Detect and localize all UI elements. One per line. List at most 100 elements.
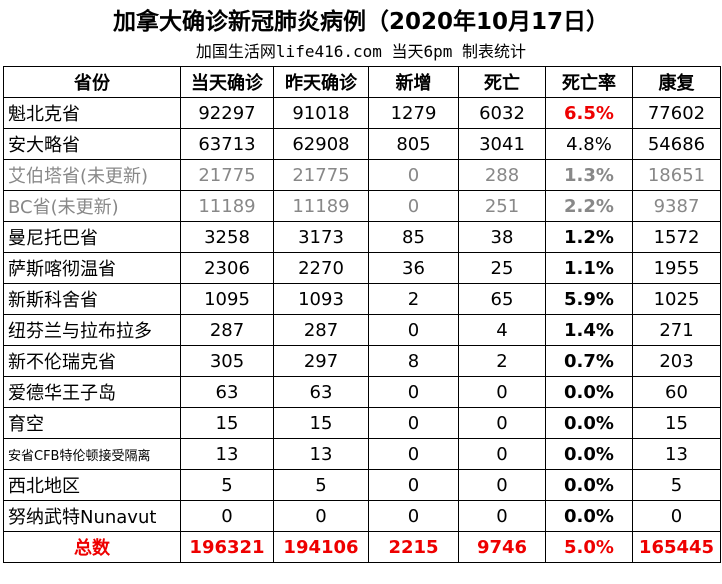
column-header: 康复 (632, 66, 721, 98)
value-cell: 65 (458, 283, 546, 315)
value-cell: 25 (458, 252, 546, 284)
value-cell: 203 (632, 345, 721, 377)
value-cell: 1279 (368, 97, 459, 129)
value-cell: 3041 (458, 128, 546, 160)
value-cell: 13 (180, 438, 274, 470)
value-cell: 54686 (632, 128, 721, 160)
value-cell: 0.0% (545, 407, 633, 439)
value-cell: 0.0% (545, 469, 633, 501)
value-cell: 0 (273, 500, 369, 532)
value-cell: 0.0% (545, 438, 633, 470)
value-cell: 1095 (180, 283, 274, 315)
table-row: 新斯科舍省 1095 1093 2 65 5.9% 1025 (3, 283, 721, 315)
value-cell: 0 (632, 500, 721, 532)
value-cell: 63 (273, 376, 369, 408)
province-cell: 曼尼托巴省 (3, 221, 181, 253)
table-row: 萨斯喀彻温省 2306 2270 36 25 1.1% 1955 (3, 252, 721, 284)
value-cell: 2 (368, 283, 459, 315)
value-cell: 4 (458, 314, 546, 346)
value-cell: 1.2% (545, 221, 633, 253)
table-row: 曼尼托巴省 3258 3173 85 38 1.2% 1572 (3, 221, 721, 253)
value-cell: 0 (458, 407, 546, 439)
value-cell: 8 (368, 345, 459, 377)
province-cell: BC省(未更新) (3, 190, 181, 222)
value-cell: 1093 (273, 283, 369, 315)
province-cell: 爱德华王子岛 (3, 376, 181, 408)
value-cell: 85 (368, 221, 459, 253)
value-cell: 0.7% (545, 345, 633, 377)
table-row: 爱德华王子岛 63 63 0 0 0.0% 60 (3, 376, 721, 408)
value-cell: 297 (273, 345, 369, 377)
value-cell: 271 (632, 314, 721, 346)
value-cell: 251 (458, 190, 546, 222)
cases-table: 省份 当天确诊 昨天确诊 新增 死亡 死亡率 康复 魁北克省 92297 91018 1279 60… (3, 66, 721, 563)
value-cell: 6.5% (545, 97, 633, 129)
table-row: 新不伦瑞克省 305 297 8 2 0.7% 203 (3, 345, 721, 377)
value-cell: 4.8% (545, 128, 633, 160)
province-cell: 纽芬兰与拉布拉多 (3, 314, 181, 346)
value-cell: 15 (180, 407, 274, 439)
total-cell: 总数 (3, 531, 181, 563)
value-cell: 5 (273, 469, 369, 501)
column-header: 昨天确诊 (273, 66, 369, 98)
table-row: 纽芬兰与拉布拉多 287 287 0 4 1.4% 271 (3, 314, 721, 346)
total-cell: 194106 (273, 531, 369, 563)
value-cell: 77602 (632, 97, 721, 129)
value-cell: 0.0% (545, 500, 633, 532)
value-cell: 0 (458, 376, 546, 408)
value-cell: 0 (458, 438, 546, 470)
value-cell: 1.3% (545, 159, 633, 191)
value-cell: 21775 (273, 159, 369, 191)
header-row: 省份 当天确诊 昨天确诊 新增 死亡 死亡率 康复 (3, 66, 721, 98)
province-cell: 艾伯塔省(未更新) (3, 159, 181, 191)
column-header: 新增 (368, 66, 459, 98)
total-row: 总数 196321 194106 2215 9746 5.0% 165445 (3, 531, 721, 563)
table-row: 安大略省 63713 62908 805 3041 4.8% 54686 (3, 128, 721, 160)
value-cell: 15 (632, 407, 721, 439)
table-row: 西北地区 5 5 0 0 0.0% 5 (3, 469, 721, 501)
value-cell: 91018 (273, 97, 369, 129)
value-cell: 0 (458, 500, 546, 532)
value-cell: 3258 (180, 221, 274, 253)
total-cell: 165445 (632, 531, 721, 563)
value-cell: 5 (632, 469, 721, 501)
value-cell: 0 (368, 500, 459, 532)
table-row: 魁北克省 92297 91018 1279 6032 6.5% 77602 (3, 97, 721, 129)
value-cell: 2.2% (545, 190, 633, 222)
total-cell: 196321 (180, 531, 274, 563)
table-row: BC省(未更新) 11189 11189 0 251 2.2% 9387 (3, 190, 721, 222)
value-cell: 0 (368, 314, 459, 346)
column-header: 当天确诊 (180, 66, 274, 98)
value-cell: 62908 (273, 128, 369, 160)
value-cell: 2 (458, 345, 546, 377)
table-row: 安省CFB特伦顿接受隔离 13 13 0 0 0.0% 13 (3, 438, 721, 470)
value-cell: 305 (180, 345, 274, 377)
value-cell: 13 (632, 438, 721, 470)
value-cell: 288 (458, 159, 546, 191)
value-cell: 2270 (273, 252, 369, 284)
table-row: 努纳武特Nunavut 0 0 0 0 0.0% 0 (3, 500, 721, 532)
value-cell: 0.0% (545, 376, 633, 408)
value-cell: 805 (368, 128, 459, 160)
value-cell: 2306 (180, 252, 274, 284)
total-cell: 9746 (458, 531, 546, 563)
value-cell: 0 (368, 438, 459, 470)
value-cell: 1025 (632, 283, 721, 315)
value-cell: 1955 (632, 252, 721, 284)
value-cell: 1.4% (545, 314, 633, 346)
table-row: 育空 15 15 0 0 0.0% 15 (3, 407, 721, 439)
province-cell: 萨斯喀彻温省 (3, 252, 181, 284)
province-cell: 魁北克省 (3, 97, 181, 129)
value-cell: 18651 (632, 159, 721, 191)
value-cell: 21775 (180, 159, 274, 191)
value-cell: 0 (368, 376, 459, 408)
value-cell: 92297 (180, 97, 274, 129)
value-cell: 36 (368, 252, 459, 284)
column-header: 死亡 (458, 66, 546, 98)
value-cell: 63 (180, 376, 274, 408)
value-cell: 3173 (273, 221, 369, 253)
value-cell: 0 (368, 469, 459, 501)
value-cell: 0 (368, 190, 459, 222)
value-cell: 1.1% (545, 252, 633, 284)
